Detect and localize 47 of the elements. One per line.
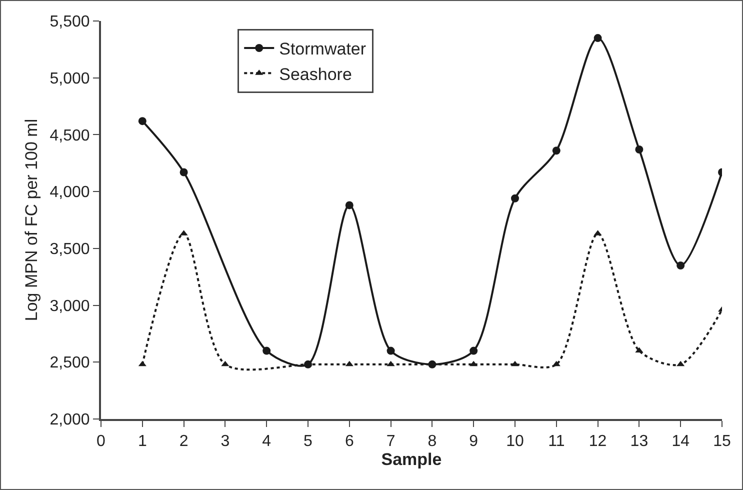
x-tick-label: 3 <box>220 433 230 450</box>
point <box>345 201 354 210</box>
x-tick-label: 8 <box>428 433 437 450</box>
point <box>552 360 560 366</box>
y-tick-label: 3,500 <box>50 241 90 258</box>
point <box>676 261 685 270</box>
point <box>635 347 644 353</box>
x-tick-label: 12 <box>588 433 607 450</box>
point <box>594 34 602 42</box>
y-tick-label: 2,500 <box>50 354 90 372</box>
point <box>138 117 146 126</box>
point <box>511 194 519 202</box>
y-tick-label: 5,500 <box>50 14 90 31</box>
point <box>138 360 146 366</box>
point <box>635 146 644 154</box>
y-tick-label: 2,000 <box>50 412 90 429</box>
y-tick-label: 4,000 <box>50 184 90 202</box>
x-tick-label: 15 <box>713 433 731 450</box>
point <box>386 360 395 366</box>
point <box>470 360 478 366</box>
point <box>676 360 685 366</box>
x-tick-label: 4 <box>262 433 272 450</box>
point <box>552 146 560 155</box>
x-tick-label: 10 <box>506 433 524 450</box>
point <box>221 360 230 366</box>
x-tick-label: 9 <box>469 433 478 450</box>
x-tick-label: 7 <box>386 433 396 450</box>
point <box>470 346 478 355</box>
x-tick-label: 11 <box>548 433 565 450</box>
x-axis-title: Sample <box>381 450 442 470</box>
x-tick-label: 0 <box>96 433 106 450</box>
x-tick-label: 14 <box>672 433 690 450</box>
point <box>180 168 188 176</box>
legend-label: Seashore <box>279 64 352 84</box>
y-tick-label: 4,500 <box>50 127 90 144</box>
x-tick-label: 6 <box>344 433 354 450</box>
point <box>345 360 354 366</box>
y-axis-title: Log MPN of FC per 100 ml <box>22 118 41 322</box>
x-tick-label: 2 <box>179 433 188 450</box>
point <box>262 346 271 355</box>
legend-label: Stormwater <box>279 40 366 59</box>
point <box>386 346 395 355</box>
y-tick-label: 3,000 <box>50 298 90 315</box>
x-tick-label: 1 <box>138 433 147 450</box>
y-tick-label: 5,000 <box>50 70 90 88</box>
x-tick-label: 5 <box>304 433 313 450</box>
x-tick-label: 13 <box>630 433 648 450</box>
